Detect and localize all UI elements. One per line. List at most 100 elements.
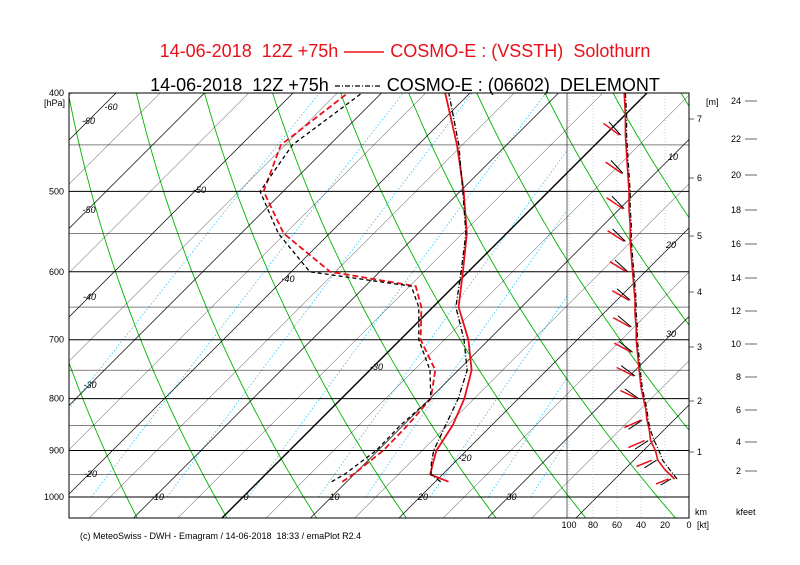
credit-text: (c) MeteoSwiss - DWH - Emagram / 14-06-2…: [80, 531, 362, 541]
isotherm-label: -30: [370, 362, 383, 372]
wind-arrow: [612, 316, 631, 328]
isotherm: [0, 0, 22, 539]
isotherm: [69, 93, 427, 451]
height-tick-label: 2: [697, 396, 702, 406]
wind-arrow: [628, 439, 645, 449]
kfeet-tick-label: 22: [731, 134, 741, 144]
kfeet-tick-label: 18: [731, 205, 741, 215]
temperature-tick-label: 10: [329, 492, 339, 502]
isotherm: [575, 404, 689, 518]
wind-arrow: [602, 122, 620, 136]
isotherm: [69, 93, 250, 274]
height-tick-label: 5: [697, 231, 702, 241]
temperature-tick-label: 0: [243, 492, 248, 502]
kfeet-unit-label: kfeet: [736, 507, 756, 517]
isotherm: [69, 93, 471, 495]
wind-tick-label: 100: [561, 520, 576, 530]
isotherm-label: -50: [193, 185, 206, 195]
wind-tick-label: 40: [636, 520, 646, 530]
mixing-ratio-line: [247, 93, 547, 498]
wind-arrow: [636, 459, 653, 468]
wind-arrow: [620, 365, 636, 377]
isotherm-label: -50: [83, 205, 96, 215]
dewpoint-line-solothurn: [262, 93, 437, 483]
isotherm: [442, 271, 689, 518]
title-station: Solothurn: [573, 41, 651, 61]
mixing-ratio-line: [69, 93, 320, 410]
wind-tick-label: 0: [686, 520, 691, 530]
kfeet-tick-label: 20: [731, 170, 741, 180]
dry-adiabat: [135, 93, 318, 518]
height-axis-unit: [m]: [706, 97, 719, 107]
pressure-tick-label: 800: [49, 394, 64, 404]
wind-arrow: [613, 342, 632, 353]
wind-arrow: [618, 341, 633, 353]
isotherm: [69, 93, 382, 406]
wind-arrow: [655, 478, 669, 485]
isotherm: [69, 93, 161, 185]
isotherm-label: -20: [84, 469, 97, 479]
dry-adiabat: [69, 94, 228, 518]
dry-adiabat: [408, 93, 677, 518]
wind-speed-line-delemont: [624, 93, 678, 480]
isotherm: [177, 93, 604, 518]
isotherm: [265, 94, 689, 518]
height-tick-label: 3: [697, 342, 702, 352]
wind-tick-label: 20: [660, 520, 670, 530]
temperature-tick-label: -10: [151, 492, 164, 502]
wind-arrow: [605, 161, 623, 175]
mixing-ratio-line: [166, 93, 473, 498]
mixing-ratio-label: 20: [665, 240, 676, 250]
isotherm: [0, 0, 154, 539]
kfeet-tick-label: 2: [736, 466, 741, 476]
wind-tick-label: 60: [612, 520, 622, 530]
isotherm: [531, 360, 689, 518]
pressure-unit-label: [hPa]: [44, 98, 65, 108]
kfeet-tick-label: 12: [731, 306, 741, 316]
isotherm-label: -20: [458, 453, 471, 463]
height-tick-label: 1: [697, 447, 702, 457]
wind-arrow: [611, 195, 625, 210]
isotherm: [69, 93, 338, 362]
wind-arrow: [624, 388, 639, 400]
title-model: COSMO-E : (VSSTH): [390, 41, 564, 61]
isotherm-label: -60: [82, 116, 95, 126]
wind-arrow: [616, 366, 635, 377]
pressure-tick-label: 1000: [44, 492, 64, 502]
wind-arrow: [608, 121, 621, 136]
isotherm: [487, 316, 689, 518]
kfeet-tick-label: 6: [736, 405, 741, 415]
kfeet-tick-label: 24: [731, 96, 741, 106]
wind-arrow: [644, 459, 657, 469]
dewpoint-line-delemont: [259, 93, 432, 483]
wind-arrow: [618, 93, 620, 94]
wind-arrow: [612, 228, 626, 242]
dry-adiabat: [612, 93, 689, 219]
mixing-ratio-line: [365, 209, 567, 498]
title-model: COSMO-E : (06602): [386, 75, 550, 95]
wind-speed-line-solothurn: [623, 93, 676, 480]
isotherm: [88, 93, 515, 518]
isotherm: [398, 227, 689, 518]
wind-arrow: [616, 93, 619, 94]
pressure-tick-label: 600: [49, 267, 64, 277]
isotherm-label: -40: [281, 274, 294, 284]
temperature-line-solothurn: [429, 93, 473, 483]
title-date: 14-06-2018: [150, 75, 243, 95]
km-unit-label: km: [695, 507, 707, 517]
kfeet-tick-label: 4: [736, 437, 741, 447]
legend-line-solid: [344, 51, 385, 53]
wind-arrow: [606, 197, 624, 210]
isotherm: [133, 93, 559, 518]
wind-arrow: [660, 478, 672, 486]
wind-arrow: [609, 261, 627, 273]
temperature-line-delemont: [430, 93, 468, 483]
isotherm-label: -30: [84, 380, 97, 390]
isotherm: [69, 93, 294, 318]
kfeet-tick-label: 14: [731, 273, 741, 283]
wind-arrow: [611, 289, 630, 301]
dry-adiabat: [544, 93, 689, 326]
wind-arrow: [610, 160, 624, 174]
wind-arrow: [616, 288, 631, 301]
